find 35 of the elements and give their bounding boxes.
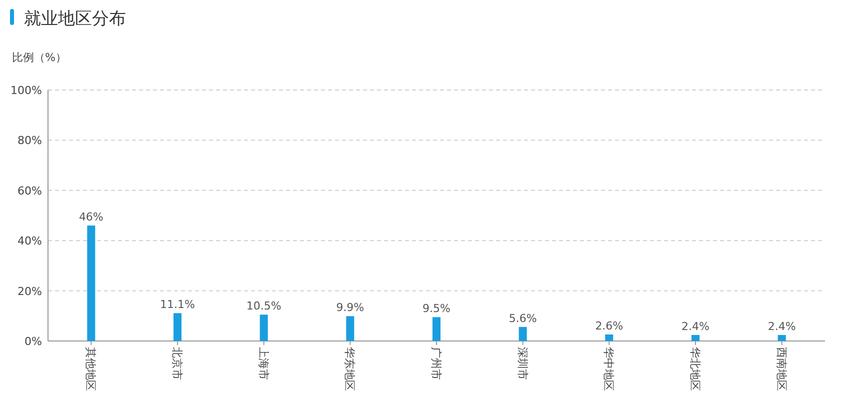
data-label: 5.6%: [508, 312, 537, 325]
bar: [260, 314, 268, 341]
y-tick-label: 60%: [18, 184, 42, 198]
data-label: 11.1%: [160, 298, 195, 312]
data-label: 10.5%: [246, 300, 282, 313]
y-tick-label: 0%: [24, 335, 42, 348]
x-tick-label: 华北地区: [688, 347, 702, 391]
bar: [432, 317, 440, 341]
chart-title: 就业地区分布: [24, 9, 126, 29]
x-tick-label: 北京市: [170, 347, 184, 380]
y-tick-label: 20%: [18, 284, 42, 298]
bar: [174, 313, 182, 341]
data-label: 2.6%: [595, 319, 624, 332]
x-tick-label: 深圳市: [516, 347, 529, 380]
y-tick-label: 80%: [18, 134, 42, 148]
bar: [518, 326, 527, 341]
bar: [87, 226, 96, 341]
y-axis-title: 比例（%）: [12, 51, 66, 64]
x-tick-label: 广州市: [430, 347, 442, 380]
x-tick-label: 西南地区: [774, 347, 788, 391]
data-label: 9.9%: [336, 301, 364, 314]
data-label: 46%: [78, 210, 104, 224]
bar: [778, 334, 786, 341]
bar: [692, 334, 700, 341]
x-tick-label: 其他地区: [84, 347, 98, 391]
data-label: 9.5%: [422, 302, 450, 316]
y-tick-label: 40%: [18, 234, 42, 248]
x-tick-label: 上海市: [256, 347, 270, 380]
y-tick-label: 100%: [10, 84, 42, 97]
x-tick-label: 华东地区: [343, 347, 356, 391]
data-label: 2.4%: [768, 320, 796, 333]
bar: [346, 316, 354, 341]
bar: [605, 334, 614, 341]
x-tick-label: 华中地区: [602, 347, 616, 391]
data-label: 2.4%: [682, 320, 710, 333]
